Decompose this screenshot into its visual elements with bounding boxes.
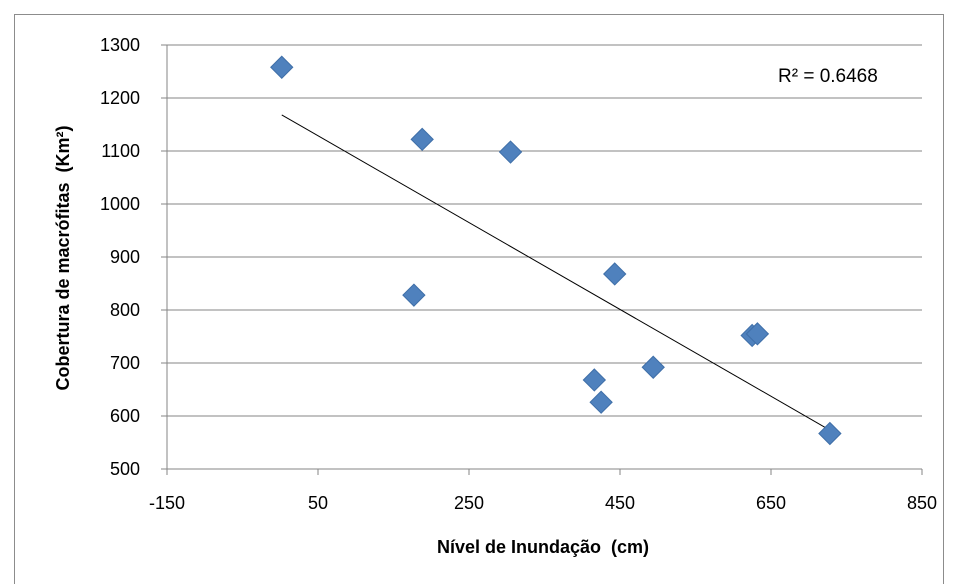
x-tick-labels: -150 50 250 450 650 850 [149, 493, 937, 513]
y-tick-label: 800 [110, 300, 140, 320]
x-axis-title: Nível de Inundação (cm) [437, 537, 649, 557]
y-tick-label: 1100 [101, 141, 140, 161]
data-point [498, 140, 523, 164]
data-point [589, 390, 613, 414]
x-tick-label: 650 [756, 493, 786, 513]
y-axis-title: Cobertura de macrófitas (Km²) [53, 125, 73, 390]
trendline [281, 114, 831, 431]
data-point [745, 322, 770, 346]
data-point [582, 368, 607, 392]
data-point [818, 421, 842, 446]
x-tick-label: 250 [454, 493, 484, 513]
x-tick-label: 850 [907, 493, 937, 513]
y-tick-label: 500 [110, 459, 140, 479]
y-tick-label: 900 [110, 247, 140, 267]
data-point [641, 355, 665, 379]
r-squared-label: R² = 0.6468 [778, 66, 878, 87]
y-tick-label: 1200 [100, 88, 140, 108]
y-tick-label: 1000 [100, 194, 140, 214]
y-tick-label: 600 [110, 406, 140, 426]
x-tick-label: 450 [605, 493, 635, 513]
trendline-line [281, 114, 831, 431]
data-points [270, 55, 842, 446]
x-tick-label: 50 [308, 493, 328, 513]
y-tick-labels: 500 600 700 800 900 1000 1100 1200 1300 [100, 35, 140, 479]
x-tick-label: -150 [149, 493, 185, 513]
gridlines [167, 44, 922, 417]
chart-frame [14, 14, 944, 584]
y-tick-label: 700 [110, 353, 140, 373]
data-point [603, 262, 627, 286]
data-point [410, 127, 434, 152]
y-tick-label: 1300 [100, 35, 140, 55]
data-point [270, 55, 294, 79]
data-point [402, 283, 426, 307]
tick-marks [161, 44, 923, 475]
